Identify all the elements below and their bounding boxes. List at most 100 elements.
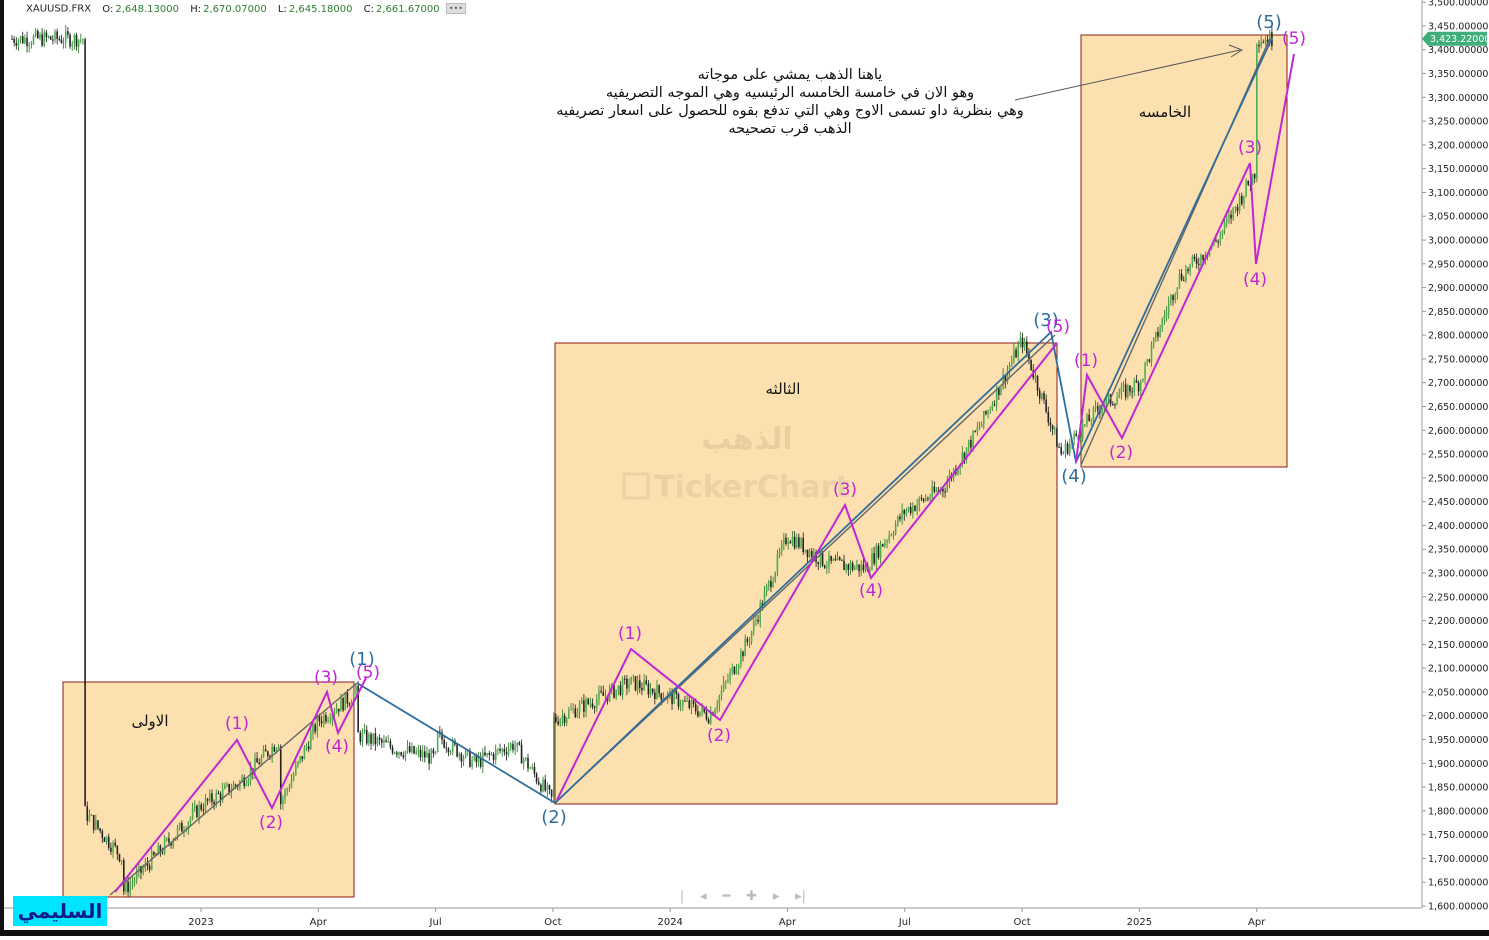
candle-body xyxy=(97,820,99,829)
candle-body xyxy=(77,39,80,47)
candle-body xyxy=(505,752,508,755)
minus-icon[interactable]: ━ xyxy=(722,889,731,904)
candle-body xyxy=(49,36,52,40)
candle-body xyxy=(920,497,923,499)
candle-body xyxy=(621,678,624,695)
candle-body xyxy=(1000,387,1002,396)
candle-body xyxy=(729,671,731,680)
sub-wave-label: (1) xyxy=(618,624,642,644)
candle-body xyxy=(927,498,929,500)
wave-box xyxy=(1080,34,1288,468)
candle-body xyxy=(168,838,170,843)
sub-wave-label: (5) xyxy=(1046,317,1070,337)
sub-wave-label: (2) xyxy=(707,726,731,746)
sub-wave-label: (2) xyxy=(1109,443,1133,463)
candle-body xyxy=(559,719,562,725)
candle-body xyxy=(847,564,850,570)
candle-body xyxy=(1013,349,1015,362)
candle-body xyxy=(58,38,61,40)
candle-body xyxy=(510,743,512,749)
candle-body xyxy=(780,543,783,553)
candle-body xyxy=(503,748,506,753)
candle-body xyxy=(181,822,183,832)
candle-body xyxy=(368,734,370,744)
candle-body xyxy=(1245,180,1247,196)
candle-body xyxy=(11,38,13,40)
y-tick-label: 2,800.00000 xyxy=(1428,331,1488,342)
candle-body xyxy=(894,524,897,534)
candle-body xyxy=(191,809,194,818)
candle-body xyxy=(125,881,127,892)
right-arrow-icon[interactable]: ▸ xyxy=(772,889,780,904)
candle-body xyxy=(817,562,820,565)
candle-body xyxy=(935,490,938,492)
candle-body xyxy=(338,708,340,712)
candle-body xyxy=(71,43,73,47)
candle-body xyxy=(845,564,847,571)
candle-body xyxy=(542,779,544,792)
candle-body xyxy=(1069,443,1071,454)
candle-body xyxy=(800,538,802,548)
candle-body xyxy=(176,827,179,837)
end-icon[interactable]: ▸| xyxy=(795,889,807,904)
candle-body xyxy=(673,690,675,704)
plus-icon[interactable]: ✚ xyxy=(746,889,757,904)
candle-body xyxy=(378,737,381,740)
candle-body xyxy=(344,692,347,711)
candle-body xyxy=(1157,331,1159,337)
candle-body xyxy=(671,691,673,704)
candle-body xyxy=(1133,380,1136,393)
candle-body xyxy=(533,766,536,774)
candle-body xyxy=(1096,406,1099,411)
candle-body xyxy=(1079,438,1082,440)
candle-body xyxy=(1256,44,1258,179)
candle-body xyxy=(284,790,286,799)
candle-body xyxy=(965,447,968,461)
candle-body xyxy=(282,798,284,805)
candle-body xyxy=(305,746,308,748)
candle-body xyxy=(1234,207,1237,209)
candle-body xyxy=(755,619,757,621)
candle-body xyxy=(727,679,729,682)
candle-body xyxy=(703,706,706,712)
candle-body xyxy=(832,559,835,561)
candle-body xyxy=(989,409,992,411)
candle-body xyxy=(856,564,858,568)
candle-body xyxy=(561,715,564,720)
candle-body xyxy=(484,752,486,756)
candle-body xyxy=(654,692,656,699)
candle-body xyxy=(1238,195,1241,211)
candle-body xyxy=(570,709,572,711)
candle-body xyxy=(634,676,637,691)
candle-body xyxy=(1135,380,1138,383)
note-line: الذهب قرب تصحيحه xyxy=(728,121,852,137)
candle-body xyxy=(120,860,123,862)
watermark-title: الذهب xyxy=(701,422,792,457)
y-tick-label: 3,500.00000 xyxy=(1428,0,1488,9)
candle-body xyxy=(127,881,129,893)
candle-body xyxy=(1028,353,1030,360)
candle-body xyxy=(193,805,196,810)
more-dots-icon[interactable]: ••• xyxy=(445,3,466,14)
candle-body xyxy=(686,700,688,702)
y-tick-label: 2,350.00000 xyxy=(1428,545,1488,556)
left-arrow-icon[interactable]: ◂ xyxy=(700,889,707,904)
candle-body xyxy=(643,680,645,691)
candle-body xyxy=(258,762,261,765)
candle-body xyxy=(1112,404,1114,406)
candle-body xyxy=(84,39,86,807)
candle-body xyxy=(310,733,312,750)
candle-body xyxy=(372,733,374,744)
candle-body xyxy=(746,638,749,643)
candle-body xyxy=(430,749,433,764)
candle-body xyxy=(30,43,33,45)
bottom-border xyxy=(0,930,1489,936)
candle-body xyxy=(172,840,175,846)
candle-body xyxy=(1225,219,1228,223)
candle-body xyxy=(1116,398,1118,405)
candle-body xyxy=(140,866,142,873)
candle-body xyxy=(67,31,69,35)
candle-body xyxy=(196,805,198,818)
